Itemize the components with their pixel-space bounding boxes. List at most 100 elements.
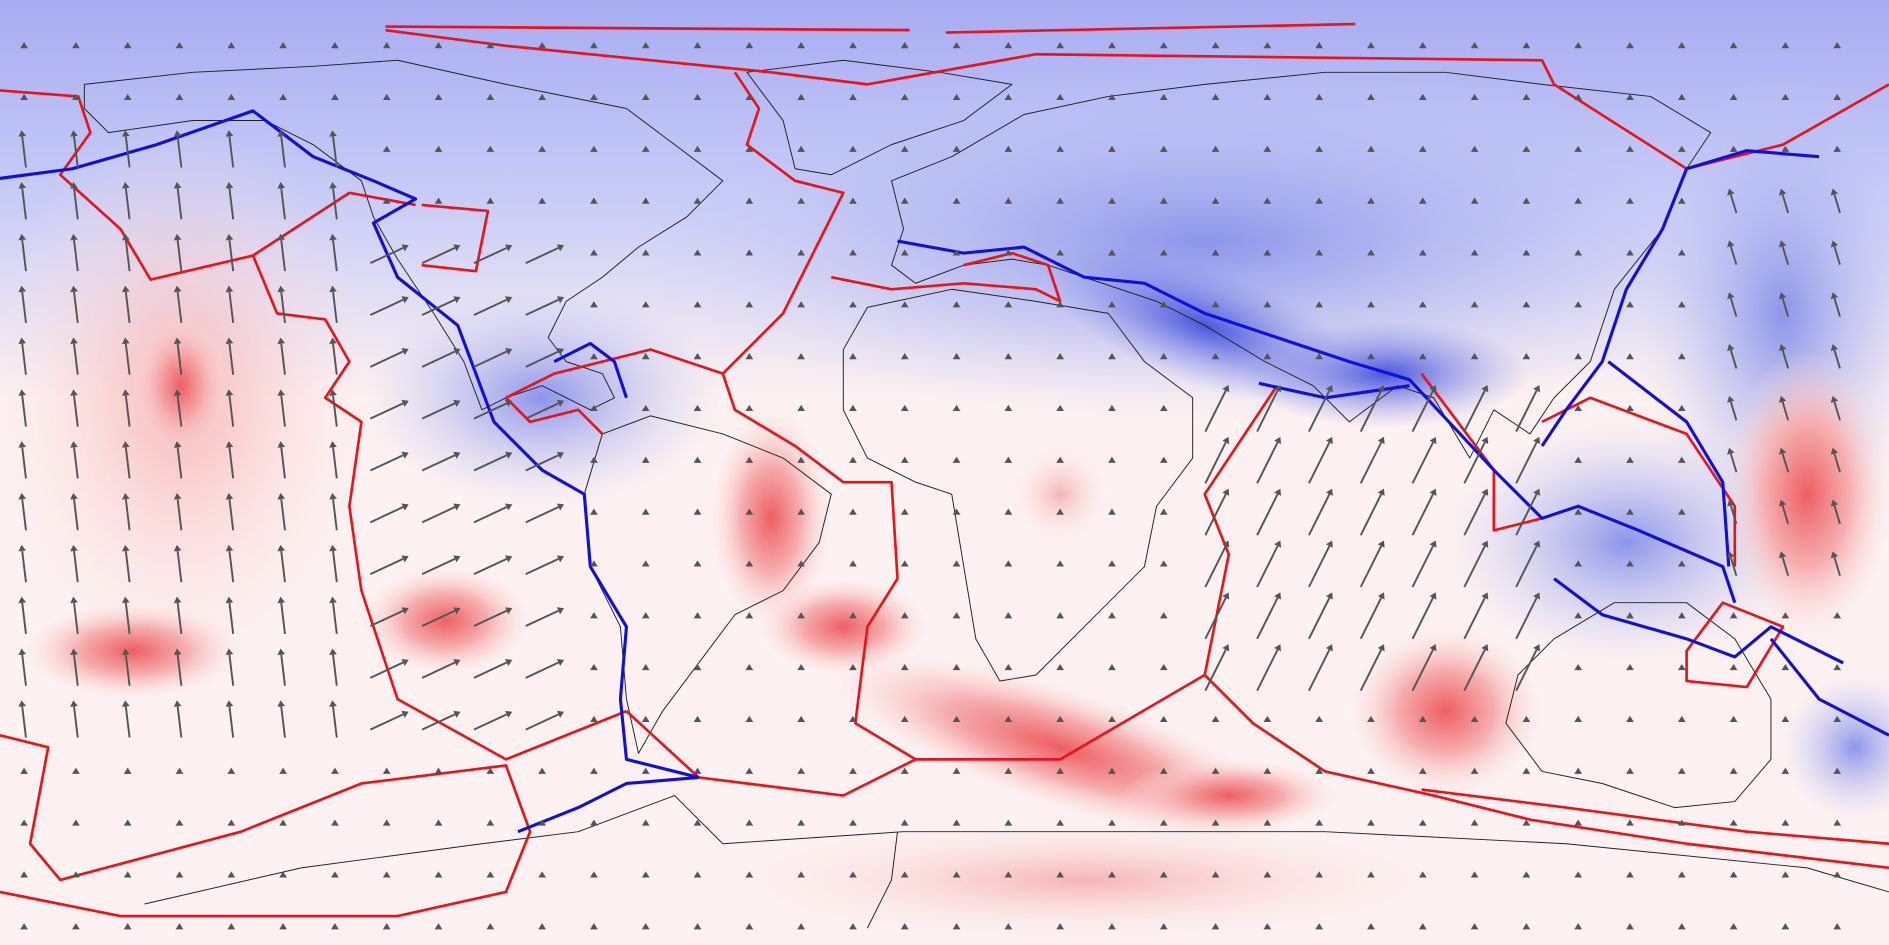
arrow-head — [453, 555, 461, 563]
arrow-head — [1833, 612, 1842, 619]
arrow-head — [173, 596, 182, 604]
arrow-shaft — [1204, 441, 1227, 484]
arrow-head — [1522, 249, 1531, 256]
arrow-head — [1159, 715, 1168, 723]
arrow-head — [1727, 292, 1735, 300]
arrow-head — [277, 441, 286, 448]
arrow-head — [20, 93, 28, 101]
arrow-head — [1108, 301, 1116, 308]
arrow-head — [849, 145, 857, 152]
arrow-shaft — [124, 395, 131, 427]
arrow-head — [1830, 344, 1839, 352]
arrow-head — [1833, 42, 1842, 49]
arrow-head — [745, 404, 754, 412]
arrow-head — [745, 819, 754, 826]
arrow-head — [693, 301, 702, 308]
arrow-shaft — [1359, 441, 1383, 484]
arrow-shaft — [1729, 246, 1738, 266]
arrow-head — [331, 923, 339, 930]
arrow-head — [329, 493, 337, 500]
arrow-head — [1056, 404, 1065, 412]
arrow-head — [1481, 540, 1489, 548]
arrow-head — [434, 42, 443, 49]
arrow-head — [486, 923, 495, 930]
arrow-head — [1211, 923, 1220, 930]
arrow-head — [1574, 353, 1583, 360]
arrow-head — [1533, 488, 1541, 496]
arrow-head — [70, 596, 78, 604]
arrow-head — [1429, 540, 1437, 548]
arrow-head — [1211, 715, 1220, 723]
arrow-head — [1574, 715, 1583, 723]
arrow-shaft — [525, 454, 559, 472]
arrow-head — [505, 296, 513, 304]
arrow-head — [329, 389, 337, 396]
arrow-shaft — [1515, 493, 1538, 536]
arrow-shaft — [176, 395, 183, 427]
arrow-shaft — [1411, 649, 1434, 692]
arrow-head — [1263, 923, 1272, 930]
arrow-shaft — [525, 402, 559, 420]
arrow-shaft — [280, 239, 286, 272]
arrow-head — [1677, 197, 1686, 204]
arrow-head — [70, 389, 78, 396]
arrow-head — [18, 544, 27, 552]
arrow-head — [382, 819, 391, 826]
arrow-shaft — [421, 298, 456, 316]
arrow-head — [556, 451, 565, 459]
arrow-head — [1315, 301, 1324, 308]
arrow-shaft — [1833, 401, 1841, 421]
caribbean-trench — [553, 341, 628, 399]
arrow-head — [641, 249, 650, 256]
arrow-head — [556, 659, 565, 667]
arrow-head — [693, 767, 702, 774]
arrow-head — [693, 353, 702, 360]
arrow-head — [70, 233, 78, 241]
greenland — [746, 59, 1013, 176]
arrow-head — [1677, 664, 1686, 671]
arrow-head — [1377, 436, 1385, 445]
arrow-head — [693, 819, 702, 826]
arrow-head — [70, 648, 78, 656]
arrow-head — [900, 145, 909, 152]
arrow-head — [641, 404, 650, 412]
arrow-head — [849, 923, 857, 930]
arrow-shaft — [124, 136, 131, 168]
arrow-head — [745, 560, 754, 567]
arrow-shaft — [1781, 194, 1790, 214]
arrow-head — [1522, 301, 1531, 308]
arrow-head — [1274, 488, 1282, 496]
arrow-head — [590, 664, 598, 671]
arrow-head — [797, 923, 805, 930]
arrow-head — [401, 348, 409, 356]
arrow-head — [1108, 871, 1116, 878]
arrow-head — [693, 612, 702, 619]
arrow-shaft — [1515, 649, 1538, 692]
arrow-shaft — [176, 447, 183, 479]
arrow-shaft — [473, 402, 508, 420]
arrow-shaft — [124, 447, 131, 479]
arrow-shaft — [1515, 390, 1538, 432]
greenland-boundary — [721, 71, 1206, 761]
arrow-head — [1833, 93, 1842, 101]
arrow-head — [1626, 301, 1634, 308]
arrow-head — [1470, 767, 1479, 774]
arrow-shaft — [124, 291, 131, 324]
arrow-head — [70, 544, 78, 552]
arrow-shaft — [1359, 649, 1383, 692]
arrow-shaft — [1833, 557, 1841, 577]
africa — [842, 288, 1194, 682]
arrow-head — [72, 819, 80, 826]
arrow-head — [641, 560, 650, 567]
arrow-head — [1778, 344, 1787, 352]
arrow-head — [1781, 767, 1790, 774]
arrow-head — [1626, 612, 1634, 619]
arrow-head — [1626, 249, 1634, 256]
arrow-shaft — [1308, 493, 1331, 536]
arrow-head — [1159, 767, 1168, 774]
arrow-head — [453, 244, 461, 252]
arrow-head — [453, 296, 461, 304]
arrow-head — [693, 560, 702, 567]
arrow-head — [70, 130, 78, 137]
arrow-head — [745, 715, 754, 723]
